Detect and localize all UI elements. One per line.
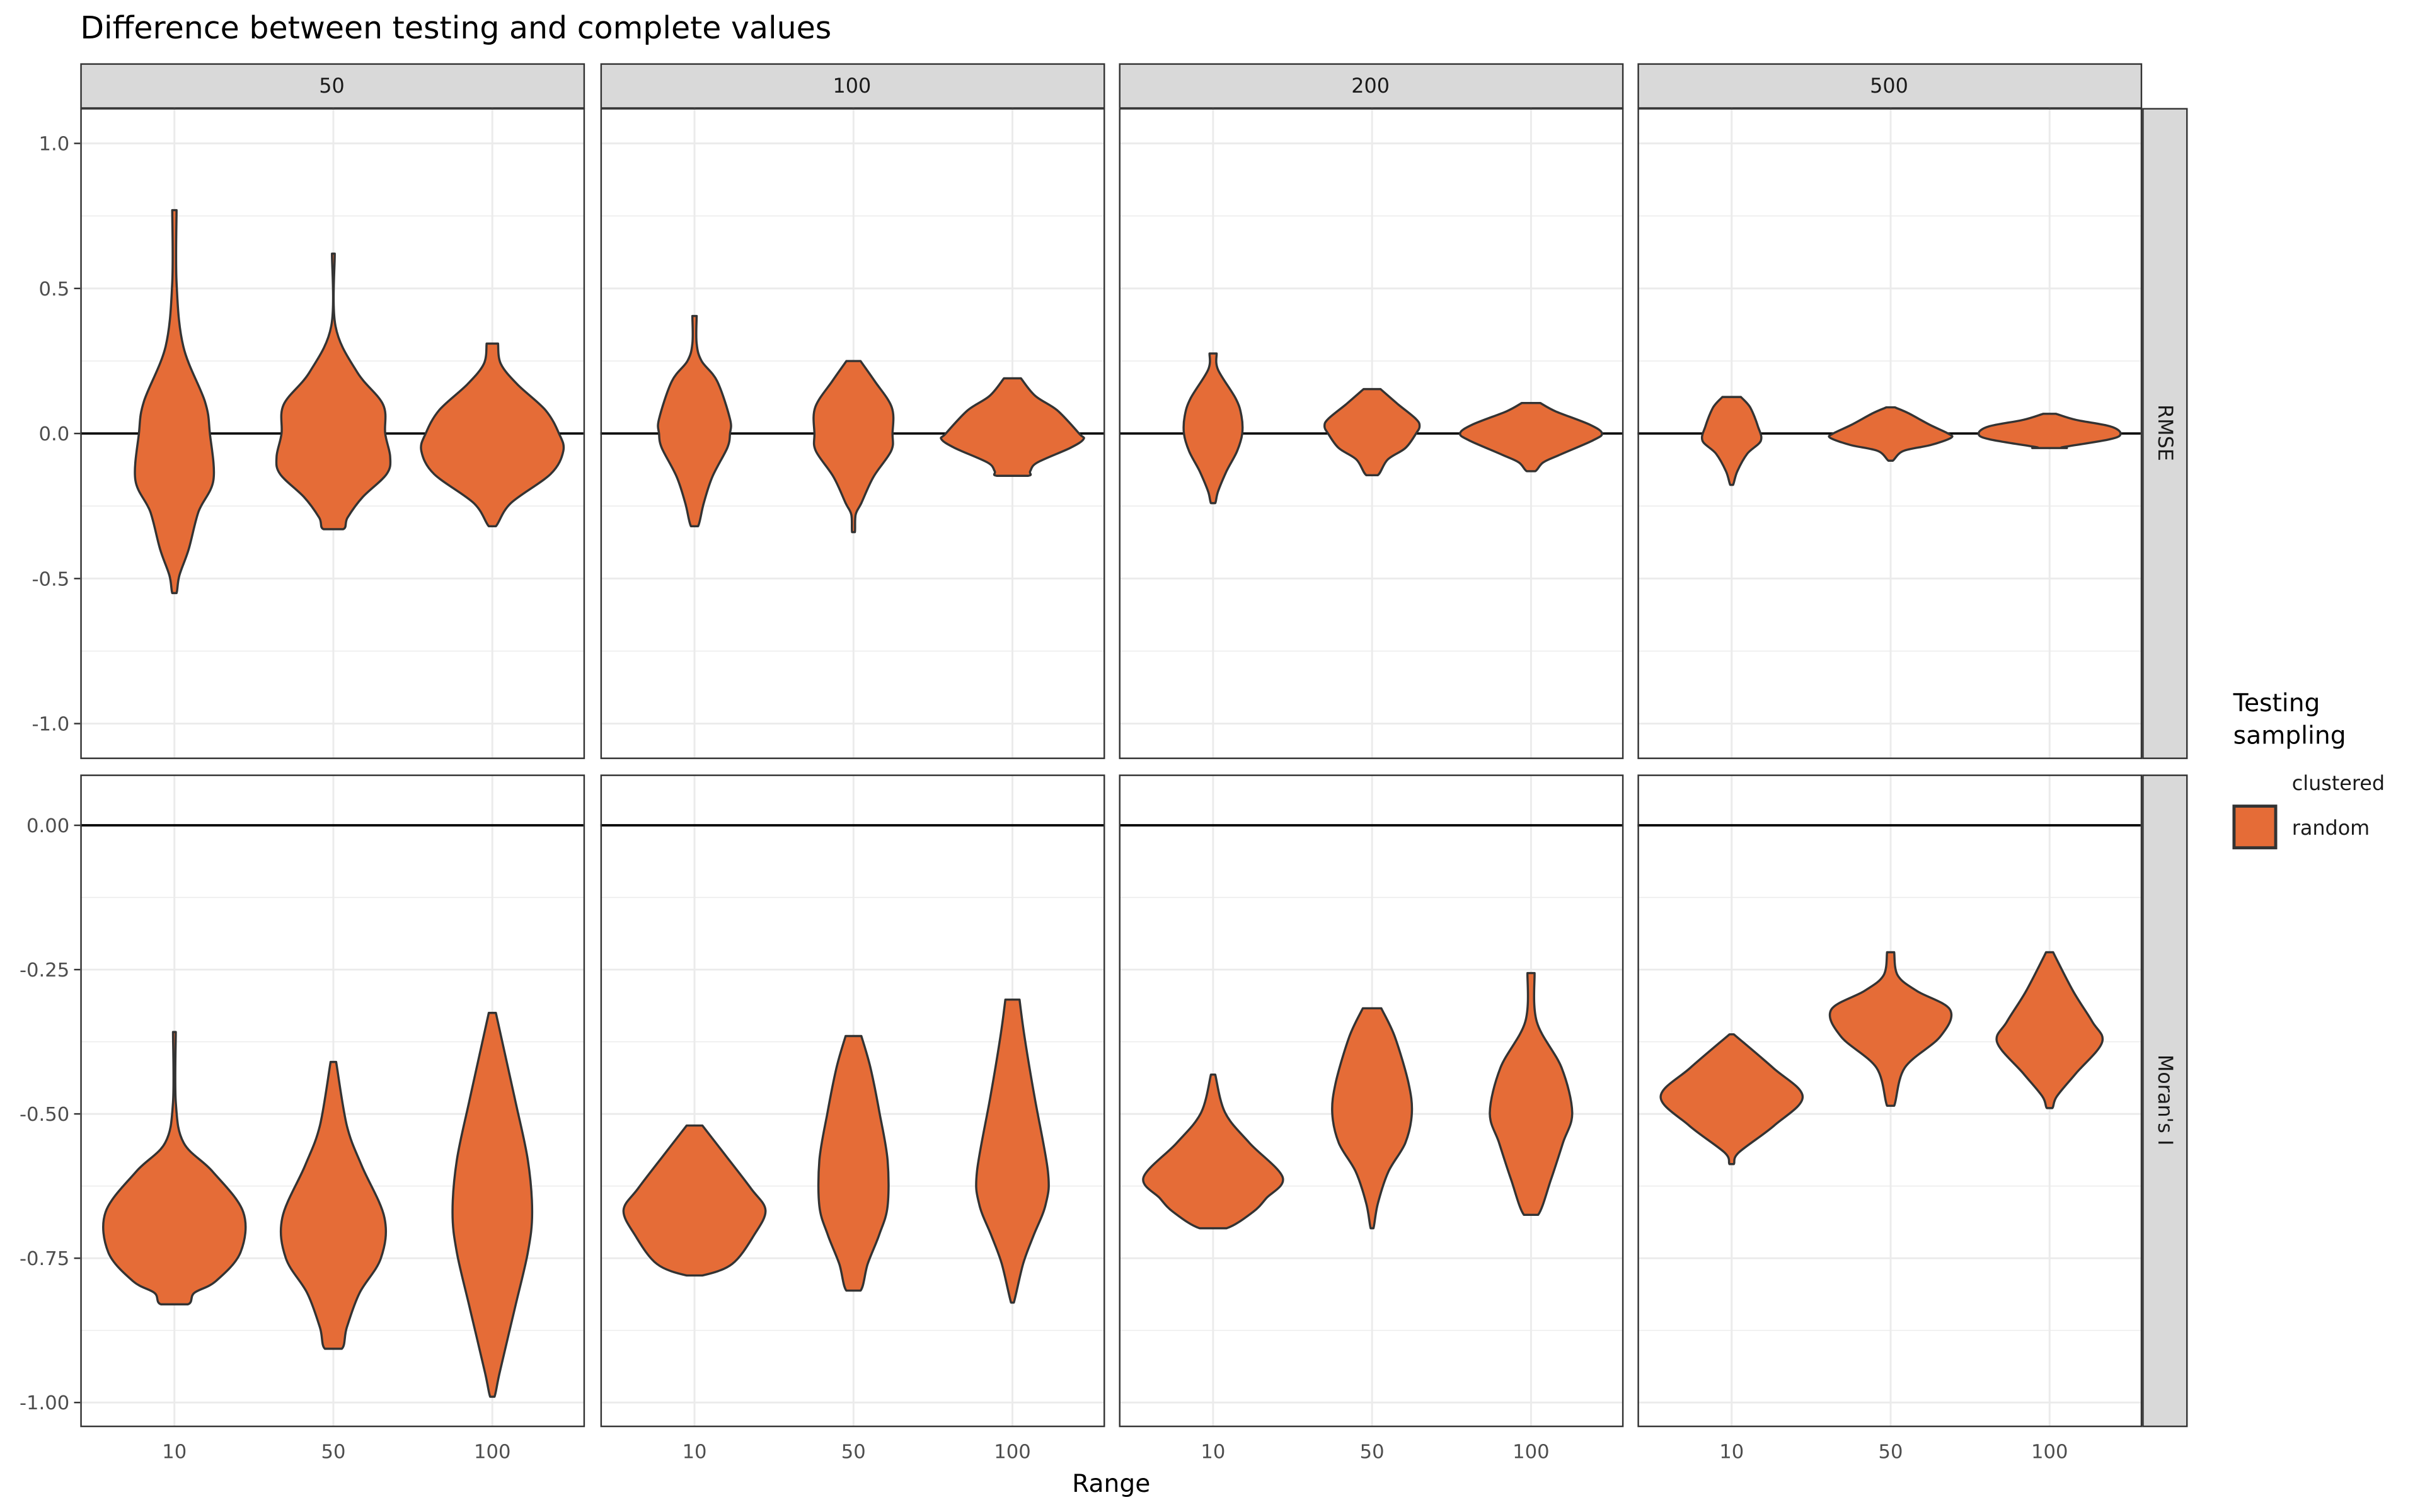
legend: Testing sampling clustered random — [2232, 689, 2385, 850]
panel-border — [80, 774, 585, 1428]
x-tick-label: 10 — [683, 1441, 707, 1463]
violin-RMSE-500-range-100 — [1977, 413, 2122, 449]
y-tick-label: -0.50 — [20, 1104, 69, 1126]
violin-Moran's I-50-range-50 — [279, 1060, 388, 1350]
panel-border — [1119, 108, 1624, 759]
legend-label-clustered: clustered — [2292, 771, 2385, 795]
y-tick-label: -1.00 — [20, 1392, 69, 1414]
violin-RMSE-100-range-50 — [812, 360, 895, 534]
x-tick-label: 10 — [1719, 1441, 1744, 1463]
x-axis-title: Range — [1072, 1470, 1150, 1498]
x-tick-label: 100 — [2031, 1441, 2068, 1463]
x-tick-label: 50 — [321, 1441, 346, 1463]
panel-Moran's I-500 — [1637, 774, 2143, 1428]
legend-key-random — [2232, 805, 2278, 850]
x-tick-label: 100 — [994, 1441, 1030, 1463]
violin-Moran's I-50-range-10 — [102, 1031, 247, 1306]
y-tick-label: 0.00 — [26, 815, 69, 837]
violin-Moran's I-100-range-100 — [975, 998, 1050, 1304]
violin-Moran's I-100-range-10 — [622, 1124, 767, 1277]
row-strip-label: Moran's I — [2153, 1055, 2177, 1146]
violin-RMSE-200-range-10 — [1182, 352, 1244, 505]
violin-RMSE-100-range-10 — [657, 314, 732, 528]
panel-RMSE-100 — [600, 108, 1105, 759]
panel-Moran's I-100 — [600, 774, 1105, 1428]
y-tick-label: 1.0 — [39, 134, 70, 156]
chart-title: Difference between testing and complete … — [80, 10, 831, 46]
row-strip — [2142, 774, 2188, 1428]
column-strip-100 — [600, 63, 1105, 109]
violin-Moran's I-200-range-10 — [1142, 1074, 1284, 1230]
panel-RMSE-200 — [1119, 108, 1624, 759]
y-tick-label: -0.5 — [32, 568, 69, 590]
column-strip-label: 50 — [319, 74, 345, 98]
column-strip-label: 500 — [1870, 74, 1908, 98]
x-tick-label: 50 — [1360, 1441, 1385, 1463]
violin-RMSE-50-range-50 — [275, 252, 392, 530]
panel-border — [1119, 774, 1624, 1428]
violin-Moran's I-50-range-100 — [451, 1012, 534, 1398]
y-tick-label: -1.0 — [32, 714, 69, 736]
y-tick-label: -0.25 — [20, 959, 69, 982]
panel-Moran's I-200 — [1119, 774, 1624, 1428]
violin-Moran's I-200-range-50 — [1331, 1007, 1414, 1230]
panel-border — [600, 108, 1105, 759]
panel-RMSE-500 — [1637, 108, 2143, 759]
column-strip-200 — [1119, 63, 1624, 109]
violin-Moran's I-100-range-50 — [817, 1034, 890, 1292]
panel-Moran's I-50 — [80, 774, 585, 1428]
y-tick-label: 0.0 — [39, 423, 70, 445]
legend-title-line-2: sampling — [2233, 721, 2346, 750]
panel-border — [80, 108, 585, 759]
column-strip-label: 200 — [1351, 74, 1390, 98]
x-tick-label: 10 — [162, 1441, 187, 1463]
x-tick-label: 50 — [841, 1441, 866, 1463]
x-tick-label: 10 — [1201, 1441, 1225, 1463]
violin-Moran's I-200-range-100 — [1489, 971, 1574, 1217]
violin-RMSE-50-range-100 — [420, 342, 565, 528]
column-strip-50 — [80, 63, 585, 109]
violin-Moran's I-500-range-50 — [1828, 951, 1953, 1107]
violin-RMSE-100-range-100 — [940, 377, 1085, 477]
legend-label-random: random — [2292, 816, 2370, 840]
y-tick-label: 0.5 — [39, 278, 70, 301]
panel-border — [1637, 774, 2143, 1428]
panel-border — [1637, 108, 2143, 759]
y-tick-label: -0.75 — [20, 1248, 69, 1270]
violin-RMSE-200-range-50 — [1323, 387, 1421, 476]
violin-RMSE-200-range-100 — [1459, 401, 1603, 472]
panel-RMSE-50 — [80, 108, 585, 759]
legend-title-line-1: Testing — [2233, 689, 2320, 718]
violin-RMSE-500-range-10 — [1700, 396, 1763, 486]
x-tick-label: 100 — [474, 1441, 510, 1463]
violin-Moran's I-500-range-100 — [1995, 951, 2104, 1109]
row-strip-label: RMSE — [2153, 404, 2177, 461]
violin-Moran's I-500-range-10 — [1659, 1033, 1804, 1166]
column-strip-label: 100 — [833, 74, 871, 98]
panel-border — [600, 774, 1105, 1428]
row-strip — [2142, 108, 2188, 759]
x-tick-label: 100 — [1512, 1441, 1549, 1463]
facet-grid: 50 10 50 100 100 10 50 100 200 10 50 100 500 10 50 100 R… — [20, 63, 2188, 1463]
violin-RMSE-50-range-10 — [134, 209, 216, 595]
violin-RMSE-500-range-50 — [1828, 406, 1954, 462]
x-tick-label: 50 — [1879, 1441, 1903, 1463]
